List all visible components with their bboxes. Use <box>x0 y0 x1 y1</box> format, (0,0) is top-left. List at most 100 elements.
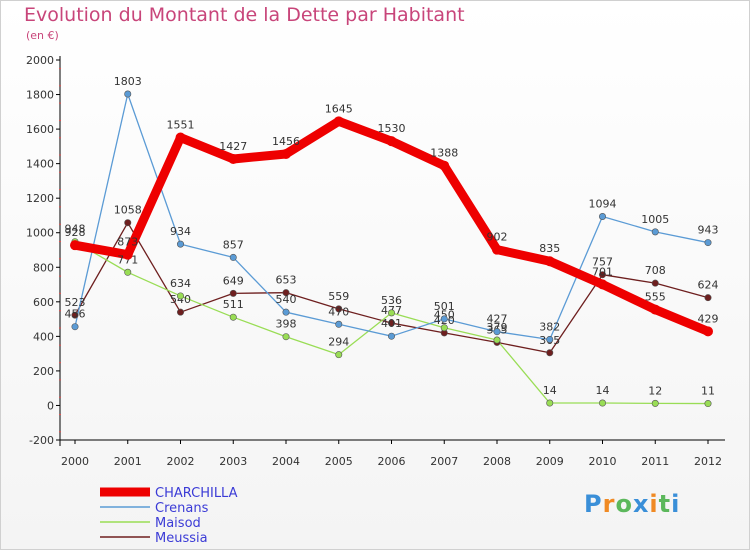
data-point <box>71 311 79 319</box>
data-label: 379 <box>487 321 508 334</box>
y-tick-label: 200 <box>33 365 54 378</box>
data-label: 934 <box>170 225 191 238</box>
data-label: 398 <box>276 318 297 331</box>
data-label: 1803 <box>114 75 142 88</box>
data-point <box>229 313 237 321</box>
data-label: 470 <box>328 305 349 318</box>
data-point <box>546 399 554 407</box>
data-label: 523 <box>65 296 86 309</box>
x-tick-label: 2005 <box>325 455 353 468</box>
data-label: 501 <box>434 300 455 313</box>
data-point <box>704 239 712 247</box>
y-tick-label: 400 <box>33 330 54 343</box>
y-tick-label: 1800 <box>26 89 54 102</box>
data-point <box>598 271 606 279</box>
data-point <box>281 148 291 159</box>
data-label: 12 <box>648 384 662 397</box>
data-label: 771 <box>117 253 138 266</box>
x-tick-label: 2012 <box>694 455 722 468</box>
data-label: 555 <box>645 291 666 304</box>
x-tick-label: 2004 <box>272 455 300 468</box>
data-label: 649 <box>223 274 244 287</box>
data-label: 294 <box>328 336 349 349</box>
data-point <box>71 323 79 331</box>
data-point <box>282 308 290 316</box>
data-label: 540 <box>276 293 297 306</box>
data-label: 943 <box>698 224 719 237</box>
y-tick-label: 1600 <box>26 123 54 136</box>
legend-label: Meussia <box>155 531 208 546</box>
data-point <box>493 328 501 336</box>
data-label: 653 <box>276 274 297 287</box>
data-point <box>175 132 186 143</box>
y-tick-label: 800 <box>33 261 54 274</box>
data-label: 14 <box>543 384 557 397</box>
y-tick-label: 1200 <box>26 192 54 205</box>
x-tick-label: 2003 <box>219 455 247 468</box>
data-label: 701 <box>592 265 613 278</box>
y-tick-label: 1400 <box>26 158 54 171</box>
data-label: 1427 <box>219 140 247 153</box>
y-tick-label: 600 <box>33 296 54 309</box>
data-point <box>439 160 450 171</box>
data-point <box>228 153 239 164</box>
data-label: 835 <box>539 242 560 255</box>
data-point <box>335 320 343 328</box>
data-point <box>124 268 132 276</box>
data-label: 873 <box>117 236 138 249</box>
data-label: 450 <box>434 309 455 322</box>
data-label: 511 <box>223 298 244 311</box>
data-point <box>177 292 185 300</box>
x-tick-label: 2001 <box>114 455 142 468</box>
data-point <box>440 324 448 332</box>
x-tick-label: 2009 <box>536 455 564 468</box>
data-label: 456 <box>65 308 86 321</box>
data-label: 1388 <box>430 147 458 160</box>
data-label: 429 <box>698 312 719 325</box>
data-label: 1645 <box>325 102 353 115</box>
data-label: 427 <box>487 313 508 326</box>
data-point <box>387 332 395 340</box>
data-point <box>386 136 397 147</box>
legend-label: Crenans <box>155 501 209 516</box>
data-label: 401 <box>381 317 402 330</box>
data-point <box>493 336 501 344</box>
data-label: 757 <box>592 256 613 269</box>
legend-label: CHARCHILLA <box>155 486 238 501</box>
data-label: 382 <box>539 320 560 333</box>
data-point <box>598 399 606 407</box>
x-tick-label: 2011 <box>641 455 669 468</box>
data-point <box>651 228 659 236</box>
data-point <box>546 349 554 357</box>
data-label: 540 <box>170 293 191 306</box>
y-tick-label: 0 <box>47 399 54 412</box>
data-label: 536 <box>381 294 402 307</box>
data-point <box>492 244 502 255</box>
y-tick-label: 2000 <box>26 54 54 67</box>
data-label: 634 <box>170 277 191 290</box>
data-point <box>229 253 237 261</box>
data-label: 902 <box>487 231 508 244</box>
data-label: 11 <box>701 385 715 398</box>
x-tick-label: 2008 <box>483 455 511 468</box>
data-label: 1094 <box>589 197 617 210</box>
data-point <box>546 335 554 343</box>
data-point <box>335 351 343 359</box>
data-label: 14 <box>596 384 610 397</box>
data-label: 624 <box>698 279 719 292</box>
data-point <box>335 305 343 313</box>
y-tick-label: 1000 <box>26 227 54 240</box>
x-tick-label: 2000 <box>61 455 89 468</box>
data-label: 708 <box>645 264 666 277</box>
data-point <box>704 294 712 302</box>
data-point <box>650 304 661 315</box>
data-point <box>282 333 290 341</box>
data-point <box>124 90 132 98</box>
x-tick-label: 2007 <box>430 455 458 468</box>
x-tick-label: 2002 <box>167 455 195 468</box>
data-point <box>651 279 659 287</box>
data-point <box>70 240 80 251</box>
data-point <box>597 279 608 290</box>
